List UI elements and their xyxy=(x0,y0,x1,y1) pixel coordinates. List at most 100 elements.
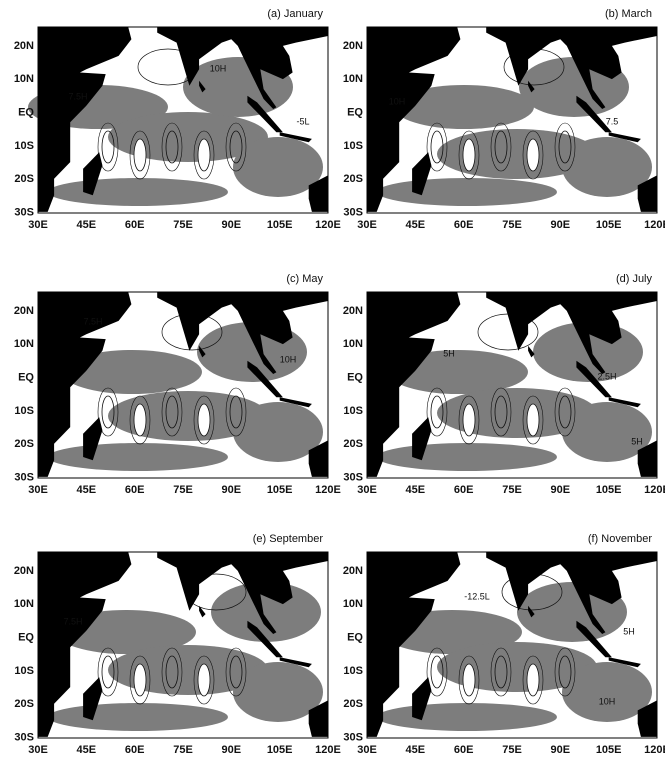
y-tick-label: 10N xyxy=(343,73,363,85)
x-tick-label: 75E xyxy=(173,219,193,231)
x-tick-label: 75E xyxy=(502,744,522,756)
y-tick-label: 20N xyxy=(14,565,34,577)
contour xyxy=(463,139,475,171)
contour-label: 10H xyxy=(389,96,406,106)
panel-title: (d) July xyxy=(616,273,653,285)
contour xyxy=(134,664,146,696)
x-tick-label: 60E xyxy=(125,219,145,231)
x-tick-label: 30E xyxy=(28,219,48,231)
x-tick-label: 60E xyxy=(454,219,474,231)
x-tick-label: 120E xyxy=(644,219,665,231)
y-tick-label: 20S xyxy=(14,173,34,185)
y-tick-label: EQ xyxy=(347,632,363,644)
x-tick-label: 30E xyxy=(28,484,48,496)
y-tick-label: 30S xyxy=(343,731,363,743)
y-tick-label: 20N xyxy=(343,305,363,317)
x-tick-label: 60E xyxy=(125,744,145,756)
x-tick-label: 30E xyxy=(357,744,377,756)
x-tick-label: 120E xyxy=(644,484,665,496)
x-tick-label: 30E xyxy=(357,484,377,496)
y-tick-label: 20N xyxy=(14,305,34,317)
map-panel: 5H 2.5H 5H xyxy=(367,292,657,478)
contour xyxy=(198,664,210,696)
x-tick-label: 30E xyxy=(28,744,48,756)
x-tick-label: 75E xyxy=(502,219,522,231)
y-tick-label: 30S xyxy=(14,471,34,483)
x-tick-label: 105E xyxy=(267,744,293,756)
y-tick-label: EQ xyxy=(18,372,34,384)
map-panel: 10H 7.5 xyxy=(367,27,657,213)
contour xyxy=(527,139,539,171)
contour xyxy=(198,404,210,436)
contour-label: 7.5H xyxy=(63,616,82,626)
y-tick-label: EQ xyxy=(347,372,363,384)
y-tick-label: 20S xyxy=(14,438,34,450)
y-tick-label: EQ xyxy=(347,107,363,119)
y-tick-label: 20S xyxy=(343,173,363,185)
panel-title: (e) September xyxy=(253,533,324,545)
contour-label: 5H xyxy=(443,348,455,358)
x-tick-label: 105E xyxy=(267,484,293,496)
y-tick-label: 10S xyxy=(14,405,34,417)
x-tick-label: 105E xyxy=(596,744,622,756)
shaded-region xyxy=(377,443,557,471)
y-tick-label: 10S xyxy=(14,665,34,677)
panel-title: (c) May xyxy=(286,273,323,285)
panel-title: (f) November xyxy=(588,533,653,545)
contour-label: 7.5H xyxy=(68,91,87,101)
y-tick-label: 20N xyxy=(14,40,34,52)
contour-label: 10H xyxy=(210,63,227,73)
shaded-region xyxy=(48,703,228,731)
x-tick-label: 90E xyxy=(551,219,571,231)
panel-title: (a) January xyxy=(267,8,323,20)
contour-label: 10H xyxy=(599,696,616,706)
contour-label: 10H xyxy=(280,354,297,364)
map-panel: 7.5H xyxy=(38,552,328,738)
contour-label: 5H xyxy=(623,626,635,636)
y-tick-label: 10N xyxy=(14,598,34,610)
contour-label: -12.5L xyxy=(464,591,490,601)
x-tick-label: 105E xyxy=(596,484,622,496)
y-tick-label: 30S xyxy=(14,731,34,743)
shaded-region xyxy=(377,178,557,206)
shaded-region xyxy=(377,703,557,731)
map-panel: -12.5L 5H 10H xyxy=(367,552,657,738)
x-tick-label: 120E xyxy=(315,484,341,496)
y-tick-label: 30S xyxy=(343,471,363,483)
contour xyxy=(463,664,475,696)
x-tick-label: 90E xyxy=(551,744,571,756)
x-tick-label: 60E xyxy=(125,484,145,496)
x-tick-label: 45E xyxy=(406,484,426,496)
y-tick-label: EQ xyxy=(18,632,34,644)
y-tick-label: 20N xyxy=(343,565,363,577)
page: 10H-5L7.5H(a) January20N10NEQ10S20S30S30… xyxy=(0,0,665,776)
contour-label: 5H xyxy=(631,436,643,446)
contour-label: 7.5 xyxy=(606,116,619,126)
y-tick-label: 20S xyxy=(343,698,363,710)
y-tick-label: EQ xyxy=(18,107,34,119)
contour xyxy=(463,404,475,436)
panel-title: (b) March xyxy=(605,8,652,20)
y-tick-label: 10N xyxy=(14,338,34,350)
y-tick-label: 10S xyxy=(343,405,363,417)
x-tick-label: 75E xyxy=(173,484,193,496)
x-tick-label: 90E xyxy=(222,484,242,496)
shaded-region xyxy=(48,178,228,206)
y-tick-label: 10S xyxy=(14,140,34,152)
x-tick-label: 60E xyxy=(454,744,474,756)
y-tick-label: 10S xyxy=(343,140,363,152)
figure: 10H-5L7.5H(a) January20N10NEQ10S20S30S30… xyxy=(0,0,665,776)
x-tick-label: 45E xyxy=(77,484,97,496)
x-tick-label: 45E xyxy=(77,219,97,231)
y-tick-label: 10S xyxy=(343,665,363,677)
x-tick-label: 90E xyxy=(222,744,242,756)
x-tick-label: 60E xyxy=(454,484,474,496)
y-tick-label: 30S xyxy=(343,206,363,218)
x-tick-label: 45E xyxy=(406,219,426,231)
x-tick-label: 120E xyxy=(315,219,341,231)
contour-label: 2.5H xyxy=(597,371,616,381)
map-panel: 7.5H10H xyxy=(38,292,328,478)
y-tick-label: 20N xyxy=(343,40,363,52)
contour-label: -5L xyxy=(296,116,309,126)
contour xyxy=(134,139,146,171)
